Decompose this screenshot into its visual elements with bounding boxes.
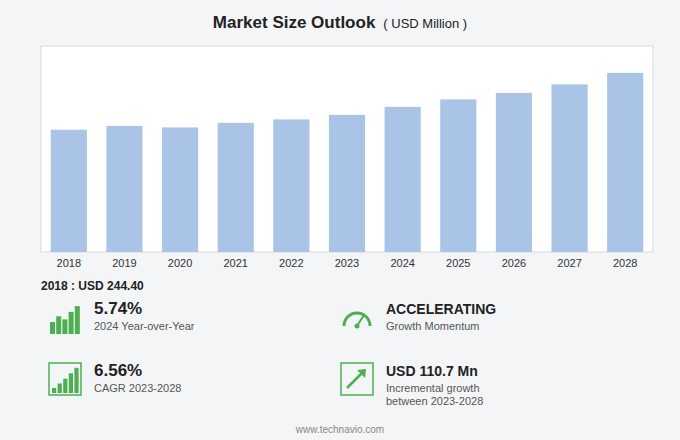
background — [0, 0, 680, 440]
x-tick-label: 2019 — [112, 257, 136, 269]
bar — [496, 93, 532, 252]
bar — [385, 107, 421, 252]
x-tick-label: 2023 — [335, 257, 359, 269]
stat-title: 5.74% — [94, 299, 142, 318]
subtitle: ( USD Million ) — [383, 16, 467, 31]
footer: www.technavio.com — [295, 424, 384, 435]
bar — [329, 115, 365, 252]
bar — [440, 99, 476, 252]
stat-label: Incremental growthbetween 2023-2028 — [386, 382, 483, 407]
bar — [51, 130, 87, 252]
x-tick-label: 2025 — [446, 257, 470, 269]
x-tick-label: 2020 — [168, 257, 192, 269]
bar — [273, 119, 309, 252]
stat-label: 2024 Year-over-Year — [94, 320, 195, 332]
x-tick-label: 2021 — [223, 257, 247, 269]
x-tick-label: 2024 — [390, 257, 414, 269]
x-tick-label: 2026 — [502, 257, 526, 269]
x-tick-label: 2028 — [613, 257, 637, 269]
icon — [50, 306, 80, 334]
stat-title: USD 110.7 Mn — [386, 363, 478, 379]
bar — [162, 127, 198, 252]
bar — [551, 84, 587, 252]
icon — [49, 363, 81, 395]
x-tick-label: 2027 — [557, 257, 581, 269]
stat-title: 6.56% — [94, 361, 142, 380]
stat-label: CAGR 2023-2028 — [94, 382, 181, 394]
title: Market Size Outlook — [213, 13, 376, 32]
note: 2018 : USD 244.40 — [41, 279, 144, 293]
stat-title: ACCELERATING — [386, 301, 496, 317]
stat-label: Growth Momentum — [386, 320, 480, 332]
x-tick-label: 2022 — [279, 257, 303, 269]
icon — [341, 363, 373, 395]
chart: Market Size Outlook ( USD Million ) 2018 20… — [0, 0, 680, 440]
icon — [344, 313, 370, 329]
bar — [607, 73, 643, 252]
bars — [51, 73, 644, 252]
x-tick-label: 2018 — [57, 257, 81, 269]
title-group: Market Size Outlook ( USD Million ) — [213, 13, 467, 32]
plot-frame — [41, 46, 653, 252]
bar — [218, 123, 254, 252]
bar — [106, 126, 142, 252]
